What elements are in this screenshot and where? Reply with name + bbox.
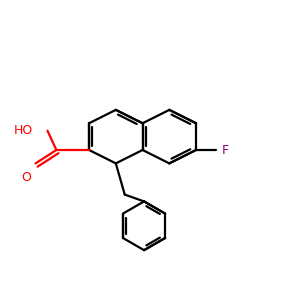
Text: O: O	[22, 171, 32, 184]
Text: HO: HO	[13, 124, 33, 137]
Text: F: F	[221, 143, 229, 157]
